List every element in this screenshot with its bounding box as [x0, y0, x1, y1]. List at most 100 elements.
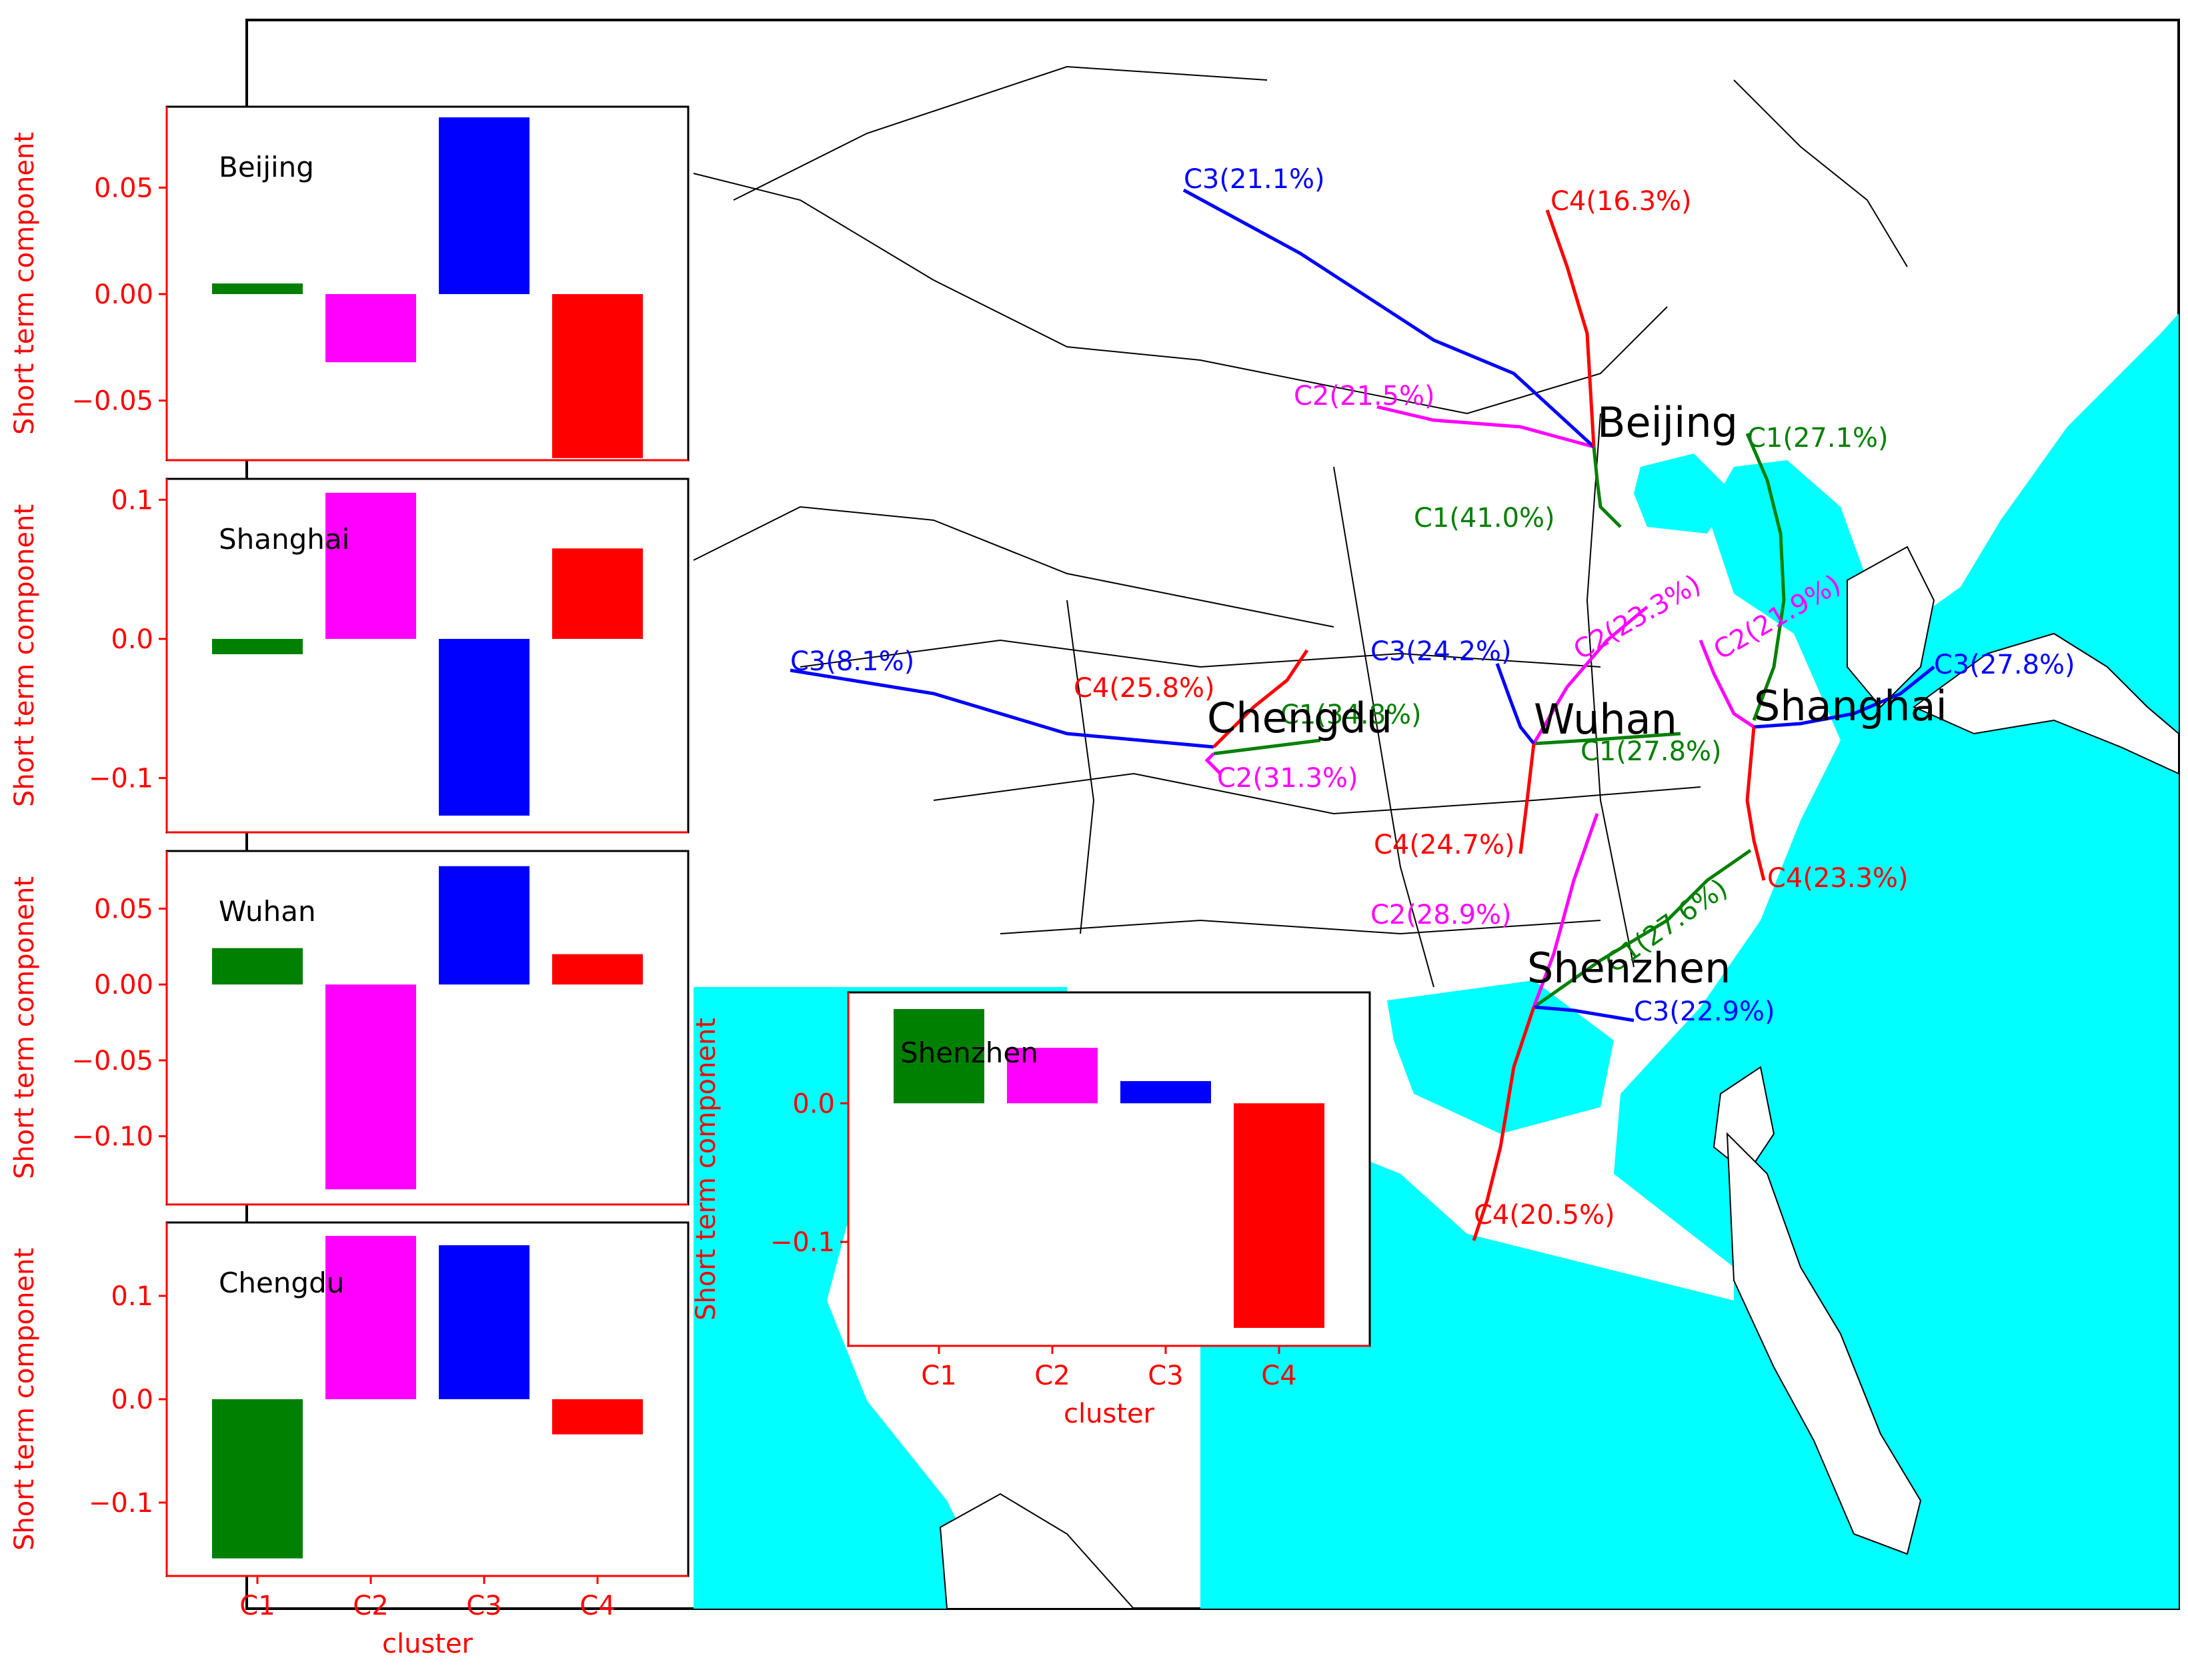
city-label-beijing: Beijing [1597, 398, 1738, 447]
ytick-label: −0.05 [71, 1046, 153, 1076]
ylabel: Short term component [9, 132, 40, 435]
path-shanghai-c2 [1699, 640, 1755, 729]
xlabel: cluster [1064, 1399, 1155, 1429]
bar-beijing-c2 [325, 293, 416, 363]
bar-shanghai-c1 [212, 638, 303, 654]
city-label-wuhan: Wuhan [1534, 695, 1677, 744]
path-beijing-c1 [1592, 446, 1622, 528]
inset-chart-beijing: Beijing 0.05 0.00 −0.05 Short term component [9, 105, 690, 462]
bar-chengdu-c3 [439, 1245, 529, 1399]
path-shenzhen-c4 [1472, 1006, 1536, 1241]
xlabel: cluster [382, 1629, 473, 1659]
path-label-shenzhen-c4: C4(20.5%) [1474, 1200, 1615, 1230]
ylabel: Short term component [9, 504, 40, 807]
bar-beijing-c1 [212, 283, 303, 294]
xtick-label: C1 [239, 1591, 275, 1621]
bar-wuhan-c3 [439, 866, 529, 985]
xtick-label: C2 [1034, 1361, 1070, 1391]
path-label-shanghai-c1: C1(27.1%) [1747, 423, 1889, 454]
ytick-label: −0.1 [89, 1488, 153, 1519]
bar-wuhan-c4 [552, 954, 643, 985]
path-shanghai-c1 [1745, 433, 1786, 721]
bar-shanghai-c2 [325, 492, 416, 639]
japan-land [1913, 632, 2179, 775]
bar-wuhan-c1 [212, 948, 303, 985]
xtick-label: C4 [580, 1591, 615, 1621]
bar-beijing-c3 [439, 117, 529, 294]
inset-chart-shenzhen: Shenzhen 0.0 −0.1 Short term component C1 C2 C… [691, 991, 1371, 1429]
inset-chart-shanghai: Shanghai 0.1 0.0 −0.1 Short term component [9, 478, 690, 834]
xtick-label: C4 [1261, 1361, 1296, 1391]
borneo-land [939, 1493, 1136, 1609]
path-chengdu-c3 [790, 668, 1214, 749]
city-label-shanghai: Shanghai [1754, 682, 1947, 730]
ytick-label: 0.05 [94, 894, 153, 924]
ytick-label: 0.00 [94, 279, 153, 310]
ytick-label: 0.05 [94, 173, 153, 203]
inset-frame [165, 478, 690, 834]
bar-shenzhen-c1 [894, 1008, 984, 1104]
city-label-shenzhen: Shenzhen [1527, 944, 1731, 992]
city-label-chengdu: Chengdu [1207, 694, 1392, 742]
ytick-label: −0.1 [770, 1227, 835, 1258]
bar-shenzhen-c3 [1120, 1081, 1211, 1104]
path-label-beijing-c2: C2(21.5%) [1294, 381, 1435, 411]
path-label-beijing-c3: C3(21.1%) [1184, 164, 1325, 195]
path-shenzhen-c1 [1532, 848, 1752, 1009]
ytick-label: 0.1 [111, 1281, 153, 1312]
path-chengdu-c4 [1212, 649, 1309, 748]
ytick-label: 0.0 [792, 1088, 835, 1119]
philippines-land [1726, 1132, 1922, 1555]
ylabel: Short term component [691, 1018, 722, 1321]
path-label-wuhan-c1: C1(27.8%) [1580, 736, 1722, 767]
xtick-label: C1 [921, 1361, 956, 1391]
ytick-label: 0.1 [111, 485, 153, 516]
path-label-beijing-c1: C1(41.0%) [1414, 503, 1555, 534]
bar-beijing-c4 [552, 293, 643, 458]
path-label-wuhan-c3: C3(24.2%) [1370, 636, 1512, 667]
path-chengdu-c2 [1204, 752, 1222, 775]
xtick-label: C2 [353, 1591, 388, 1621]
bar-chengdu-c1 [212, 1399, 303, 1559]
path-label-shenzhen-c3: C3(22.9%) [1634, 996, 1775, 1027]
bar-chengdu-c2 [325, 1236, 416, 1399]
inset-chart-chengdu: Chengdu 0.1 0.0 −0.1 Short term component C1 C… [9, 1221, 690, 1659]
inset-frame [165, 850, 690, 1206]
path-shanghai-c4 [1745, 726, 1766, 881]
province-borders [693, 65, 1908, 988]
ytick-label: 0.0 [111, 624, 153, 655]
path-label-shanghai-c4: C4(23.3%) [1767, 863, 1909, 894]
path-wuhan-c2 [1532, 606, 1649, 745]
path-shenzhen-c2 [1532, 813, 1599, 1008]
path-label-wuhan-c4: C4(24.7%) [1374, 830, 1515, 860]
path-label-beijing-c4: C4(16.3%) [1550, 186, 1692, 217]
bar-wuhan-c2 [325, 984, 416, 1190]
path-label-chengdu-c2: C2(31.3%) [1217, 763, 1358, 794]
path-label-shanghai-c3: C3(27.8%) [1934, 650, 2075, 680]
path-chengdu-c1 [1213, 738, 1321, 756]
path-wuhan-c3 [1495, 663, 1535, 745]
path-wuhan-c4 [1518, 743, 1536, 854]
ytick-label: 0.0 [111, 1385, 153, 1415]
city-labels: Beijing Shanghai Wuhan Chengdu Shenzhen [1207, 398, 1947, 992]
ytick-label: −0.10 [71, 1122, 153, 1152]
bar-chengdu-c4 [552, 1399, 643, 1435]
ylabel: Short term component [9, 876, 40, 1179]
path-beijing-c3 [1182, 188, 1595, 448]
ylabel: Short term component [9, 1248, 40, 1551]
bar-shanghai-c3 [439, 638, 529, 816]
path-label-chengdu-c3: C3(8.1%) [790, 646, 914, 677]
path-beijing-c4 [1545, 209, 1596, 448]
path-label-chengdu-c4: C4(25.8%) [1074, 673, 1215, 704]
inset-title: Shanghai [219, 523, 349, 556]
path-shanghai-c3 [1753, 666, 1935, 729]
inset-chart-wuhan: Wuhan 0.05 0.00 −0.05 −0.10 Short term compon… [9, 850, 690, 1206]
path-label-shenzhen-c2: C2(28.9%) [1370, 900, 1512, 930]
bar-shenzhen-c2 [1007, 1048, 1098, 1104]
inset-title: Shenzhen [900, 1036, 1038, 1069]
path-wuhan-c1 [1533, 732, 1681, 746]
path-beijing-c2 [1376, 405, 1594, 449]
korea-land [1847, 546, 1935, 708]
cluster-paths [790, 188, 1935, 1241]
xtick-label: C3 [466, 1591, 501, 1621]
